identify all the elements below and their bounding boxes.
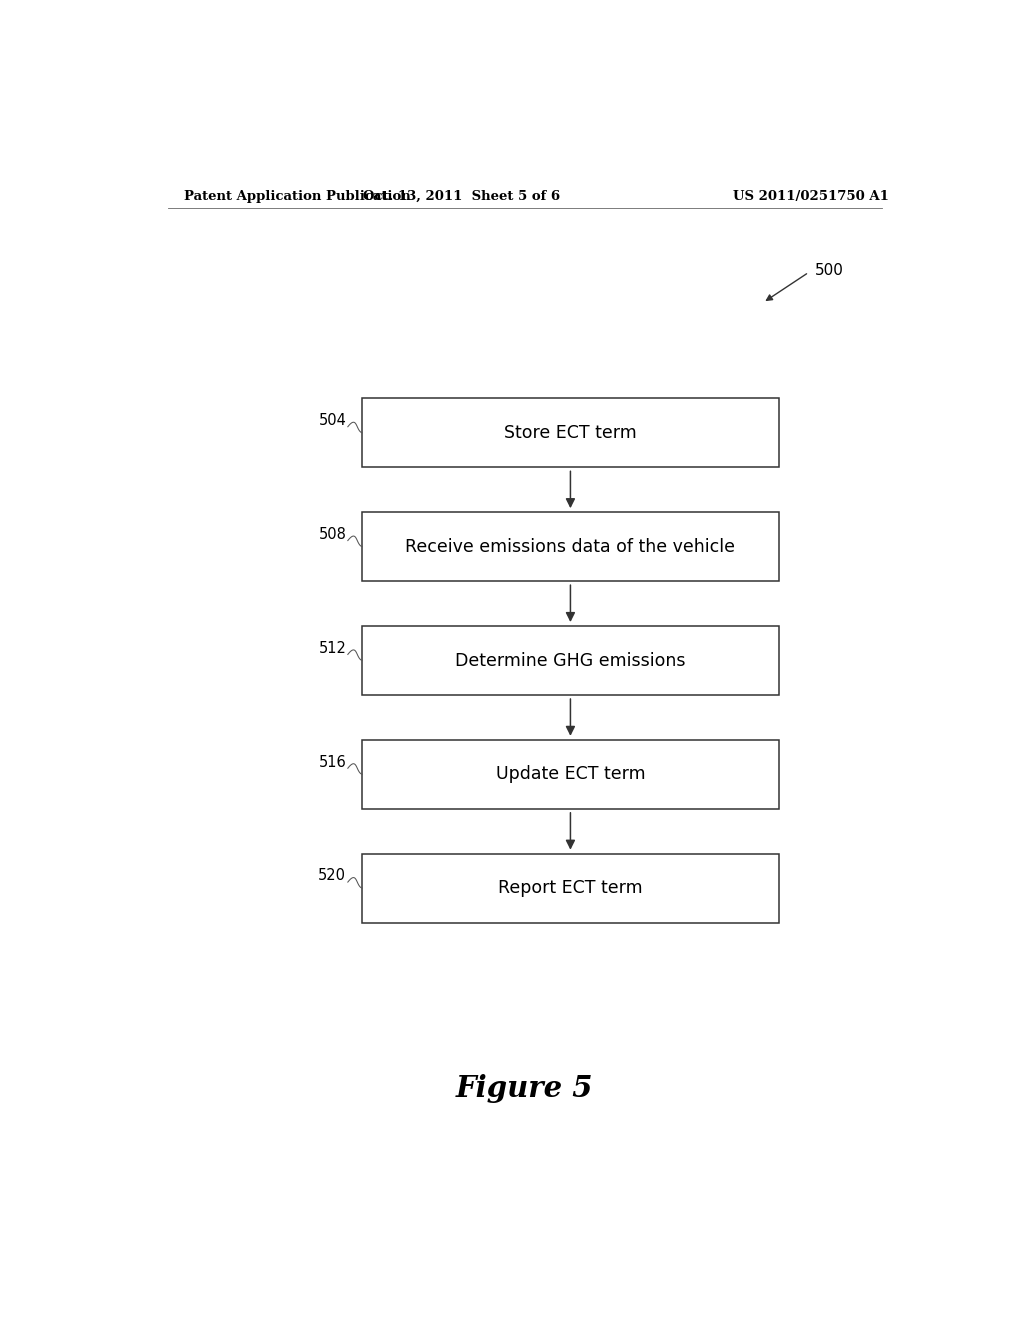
Text: Figure 5: Figure 5 bbox=[456, 1074, 594, 1104]
Text: 504: 504 bbox=[318, 413, 346, 428]
Text: Store ECT term: Store ECT term bbox=[504, 424, 637, 442]
Text: Update ECT term: Update ECT term bbox=[496, 766, 645, 783]
Bar bbox=[362, 626, 778, 696]
Bar bbox=[362, 854, 778, 923]
Bar bbox=[362, 512, 778, 581]
Text: Determine GHG emissions: Determine GHG emissions bbox=[456, 652, 686, 669]
Text: 520: 520 bbox=[318, 869, 346, 883]
Bar bbox=[362, 399, 778, 467]
Bar bbox=[362, 739, 778, 809]
Text: Report ECT term: Report ECT term bbox=[498, 879, 643, 898]
Text: 508: 508 bbox=[318, 527, 346, 543]
Text: 500: 500 bbox=[814, 263, 844, 277]
Text: Receive emissions data of the vehicle: Receive emissions data of the vehicle bbox=[406, 537, 735, 556]
Text: US 2011/0251750 A1: US 2011/0251750 A1 bbox=[732, 190, 889, 202]
Text: 512: 512 bbox=[318, 640, 346, 656]
Text: Patent Application Publication: Patent Application Publication bbox=[183, 190, 411, 202]
Text: Oct. 13, 2011  Sheet 5 of 6: Oct. 13, 2011 Sheet 5 of 6 bbox=[362, 190, 560, 202]
Text: 516: 516 bbox=[318, 755, 346, 770]
